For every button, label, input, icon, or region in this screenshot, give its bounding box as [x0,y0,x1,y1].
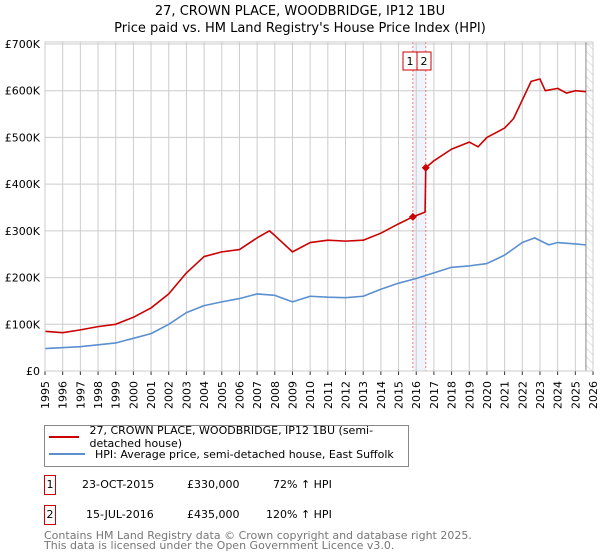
x-tick-label: 1995 [39,381,52,409]
series-line [44,78,586,334]
sale-point [408,212,417,221]
x-tick-label: 2024 [552,381,565,409]
sale-marker-text: 2 [421,55,428,68]
series-line [44,237,586,350]
sale-hpi: 120% ↑ HPI [266,508,332,521]
x-tick-label: 2018 [446,381,459,409]
sale-hpi: 72% ↑ HPI [273,478,332,491]
legend-hpi: HPI: Average price, semi-detached house,… [95,447,394,461]
chart: 1995 1996 1997 1998 1999 2000 2001 2002 2003 2004… [5,38,600,409]
x-tick-label: 2012 [340,381,353,409]
chart-subtitle: Price paid vs. HM Land Registry's House … [114,21,486,36]
x-tick-label: 2009 [286,381,299,409]
x-tick-label: 2010 [304,381,317,409]
x-tick-label: 2006 [233,381,246,409]
x-tick-label: 2022 [516,381,529,409]
y-tick-label: £300K [5,225,41,238]
sale-date: 15-JUL-2016 [86,508,154,521]
sale-date: 23-OCT-2015 [82,478,155,491]
sale-marker-text: 1 [407,55,414,68]
x-tick-label: 2008 [269,381,282,409]
sale-period-band [412,42,426,371]
x-tick-label: 2007 [251,381,264,409]
plot-area [45,42,593,371]
y-tick-label: £400K [5,178,41,191]
legend-blue-line [49,453,85,455]
x-tick-label: 2011 [322,381,335,409]
y-tick-label: £700K [5,38,41,51]
y-tick-label: £100K [5,318,41,331]
x-tick-label: 2017 [428,381,441,409]
y-tick-label: £600K [5,85,41,98]
chart-title: 27, CROWN PLACE, WOODBRIDGE, IP12 1BU [154,4,446,19]
y-tick-label: £500K [5,131,41,144]
x-tick-label: 2002 [163,381,176,409]
sale-marker-box [416,51,432,71]
sale-marker-label: 2 [44,505,56,525]
x-tick-label: 2005 [216,381,229,409]
legend-property: 27, CROWN PLACE, WOODBRIDGE, IP12 1BU (s… [89,424,374,450]
sale-price: £330,000 [187,478,240,491]
x-tick-label: 1999 [110,381,123,409]
x-tick-label: 2001 [145,381,158,409]
sale-price: £435,000 [187,508,240,521]
x-tick-label: 2026 [587,381,600,409]
footer-line: This data is licensed under the Open Gov… [44,539,395,552]
x-tick-label: 2016 [410,381,423,409]
x-tick-label: 2015 [393,381,406,409]
y-tick-label: £200K [5,272,41,285]
x-tick-label: 2023 [534,381,547,409]
sale-marker-label: 1 [44,475,56,495]
legend-red-line [49,436,80,438]
x-tick-label: 1996 [57,381,70,409]
x-tick-label: 2003 [180,381,193,409]
x-tick-label: 2004 [198,381,211,409]
x-tick-label: 2025 [569,381,582,409]
x-tick-label: 2000 [127,381,140,409]
y-tick-label: £0 [26,365,40,378]
x-tick-label: 2020 [481,381,494,409]
x-tick-label: 2021 [499,381,512,409]
sale-point [421,163,430,172]
legend: 27, CROWN PLACE, WOODBRIDGE, IP12 1BU (s… [44,424,409,467]
forecast-hatch [585,42,593,371]
x-tick-label: 2014 [375,381,388,409]
x-tick-label: 1998 [92,381,105,409]
footer-line: Contains HM Land Registry data © Crown c… [44,529,472,542]
x-tick-label: 2013 [357,381,370,409]
footer: Contains HM Land Registry data © Crown c… [44,529,472,552]
plot-border [44,41,594,372]
x-tick-label: 2019 [463,381,476,409]
x-tick-label: 1997 [74,381,87,409]
